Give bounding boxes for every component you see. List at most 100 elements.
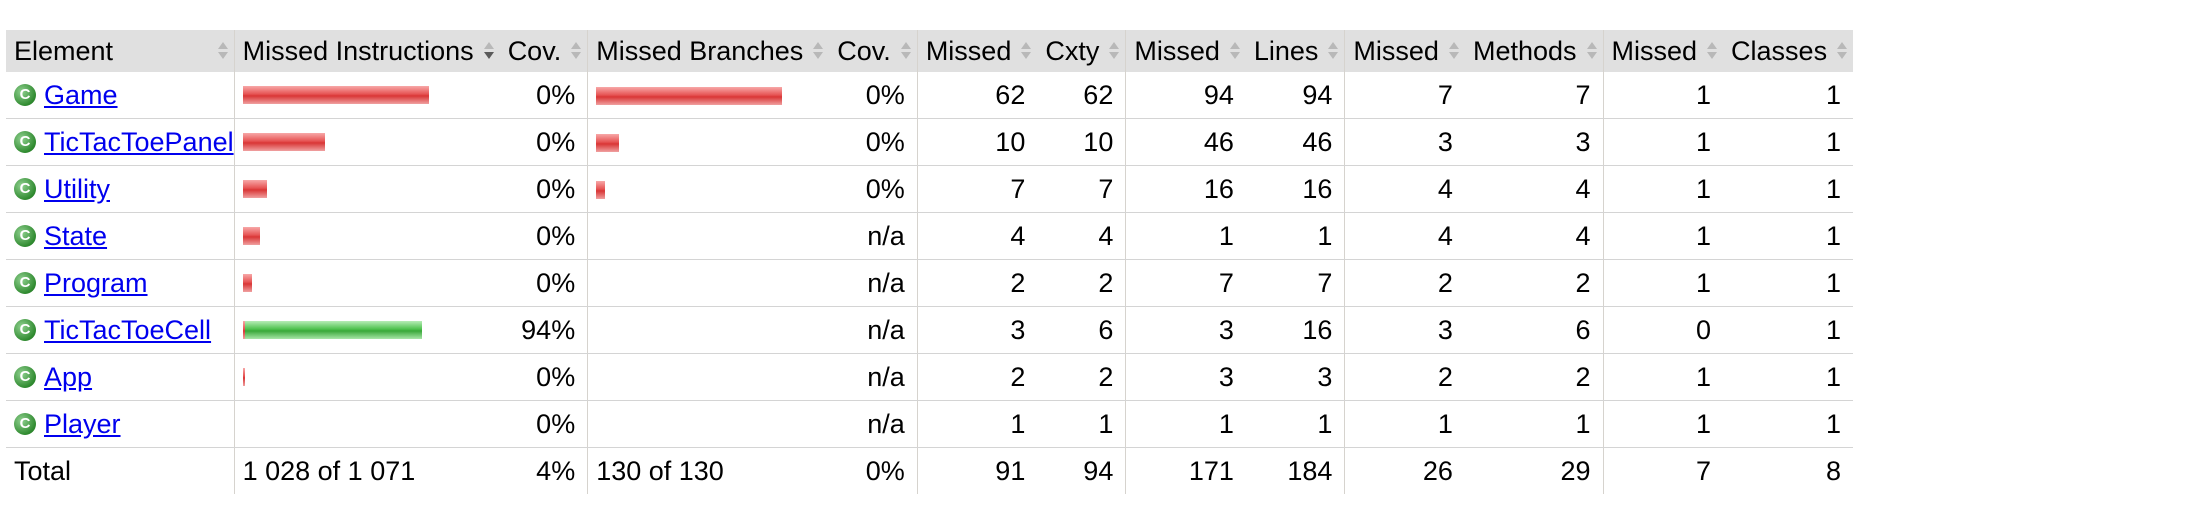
row-missed-methods: 2: [1344, 353, 1465, 401]
header-missed-methods-label: Missed: [1353, 35, 1439, 66]
element-wrapper: C Program: [14, 268, 234, 299]
element-wrapper: C TicTacToePanel: [14, 127, 234, 158]
header-missed-complexity-label: Missed: [925, 35, 1012, 66]
row-missed-lines: 3: [1125, 353, 1246, 401]
class-icon: C: [14, 178, 36, 200]
instructions-bar: [242, 320, 422, 339]
row-missed-classes: 0: [1602, 306, 1724, 354]
header-classes[interactable]: Classes: [1723, 30, 1854, 72]
element-link[interactable]: Player: [44, 408, 121, 439]
row-complexity: 1: [1037, 400, 1126, 448]
header-branches-coverage[interactable]: Cov.: [829, 30, 918, 72]
missed-instructions-bar: [242, 226, 260, 245]
total-complexity: 94: [1083, 455, 1114, 486]
class-icon: C: [14, 366, 36, 388]
row-branches-coverage: n/a: [829, 259, 918, 307]
element-link[interactable]: TicTacToePanel: [44, 126, 234, 157]
table-row: C TicTacToeCell 94% n/a 3 6 3 16 3 6 0 1: [6, 306, 1854, 354]
row-element: C Player: [6, 400, 235, 448]
row-methods: 6: [1464, 306, 1604, 354]
row-missed-complexity: 62: [916, 72, 1038, 119]
row-missed-classes: 1: [1602, 118, 1724, 166]
header-lines[interactable]: Lines: [1245, 30, 1345, 72]
row-classes: 1: [1723, 118, 1854, 166]
row-classes: 1: [1723, 306, 1854, 354]
header-missed-complexity[interactable]: Missed: [916, 30, 1038, 72]
instructions-bar: [242, 226, 260, 245]
total-row: Total 1 028 of 1 071 4% 130 of 130 0% 91…: [6, 447, 1853, 494]
row-missed-complexity: 7: [916, 165, 1038, 213]
row-classes: 1: [1723, 400, 1854, 448]
row-element: C Utility: [6, 165, 235, 213]
row-element: C Program: [6, 259, 235, 307]
row-missed-classes: 1: [1602, 353, 1724, 401]
row-complexity: 7: [1037, 165, 1126, 213]
row-element: C TicTacToePanel: [6, 118, 235, 166]
row-branches-coverage: 0%: [829, 72, 918, 119]
row-missed-methods: 2: [1344, 259, 1465, 307]
table-row: C Program 0% n/a 2 2 7 7 2 2 1 1: [6, 259, 1854, 307]
sort-arrows-icon: [813, 40, 824, 62]
sort-arrows-icon: [1328, 40, 1339, 62]
class-icon: C: [14, 225, 36, 247]
header-element[interactable]: Element: [6, 30, 235, 72]
row-instructions-coverage: 0%: [499, 259, 588, 307]
header-missed-classes[interactable]: Missed: [1602, 30, 1724, 72]
row-missed-methods: 3: [1344, 118, 1465, 166]
row-complexity: 2: [1037, 259, 1126, 307]
coverage-table: Element Missed Instructions Cov. Missed …: [6, 30, 1854, 494]
row-missed-classes: 1: [1602, 400, 1724, 448]
row-missed-branches-bar: [587, 400, 830, 448]
element-link[interactable]: State: [44, 220, 108, 251]
row-instructions-coverage: 0%: [499, 212, 588, 260]
row-missed-methods: 1: [1344, 400, 1465, 448]
row-branches-coverage: n/a: [829, 400, 918, 448]
row-lines: 7: [1245, 259, 1345, 307]
row-element: C Game: [6, 72, 235, 119]
header-missed-lines[interactable]: Missed: [1125, 30, 1246, 72]
element-link[interactable]: Utility: [44, 173, 110, 204]
row-lines: 1: [1245, 212, 1345, 260]
element-link[interactable]: Game: [44, 79, 118, 110]
header-missed-instructions-label: Missed Instructions: [242, 35, 474, 66]
row-element: C App: [6, 353, 235, 401]
header-complexity[interactable]: Cxty: [1037, 30, 1126, 72]
row-methods: 1: [1464, 400, 1604, 448]
header-methods-label: Methods: [1472, 35, 1577, 66]
row-missed-methods: 3: [1344, 306, 1465, 354]
element-wrapper: C TicTacToeCell: [14, 315, 234, 346]
header-missed-branches[interactable]: Missed Branches: [587, 30, 830, 72]
row-methods: 3: [1464, 118, 1604, 166]
header-missed-methods[interactable]: Missed: [1344, 30, 1465, 72]
row-classes: 1: [1723, 353, 1854, 401]
header-missed-instructions[interactable]: Missed Instructions: [233, 30, 500, 72]
instructions-bar: [242, 85, 429, 104]
row-missed-branches-bar: [587, 165, 830, 213]
header-missed-classes-label: Missed: [1611, 35, 1698, 66]
class-icon: C: [14, 131, 36, 153]
header-methods[interactable]: Methods: [1464, 30, 1604, 72]
sort-arrows-icon: [1707, 40, 1718, 62]
missed-instructions-bar: [242, 273, 252, 292]
total-missed-complexity: 91: [916, 447, 1038, 494]
element-link[interactable]: TicTacToeCell: [44, 314, 212, 345]
row-classes: 1: [1723, 72, 1854, 119]
table-row: C Utility 0% 0% 7 7 16 16 4 4 1 1: [6, 165, 1854, 213]
row-lines: 1: [1245, 400, 1345, 448]
header-instructions-coverage[interactable]: Cov.: [499, 30, 588, 72]
row-missed-instructions-bar: [233, 353, 500, 401]
sort-arrows-icon: [1109, 40, 1120, 62]
table-header-row: Element Missed Instructions Cov. Missed …: [6, 30, 1854, 72]
row-missed-lines: 3: [1125, 306, 1246, 354]
missed-branches-bar: [596, 134, 620, 153]
sort-arrows-icon: [217, 40, 228, 62]
element-link[interactable]: App: [44, 361, 93, 392]
table-row: C TicTacToePanel 0% 0% 10 10 46 46 3 3 1 1: [6, 118, 1854, 166]
row-missed-complexity: 4: [916, 212, 1038, 260]
instructions-bar: [242, 132, 325, 151]
element-wrapper: C App: [14, 362, 234, 393]
row-element: C TicTacToeCell: [6, 306, 235, 354]
element-link[interactable]: Program: [44, 267, 148, 298]
row-instructions-coverage: 94%: [499, 306, 588, 354]
row-branches-coverage: n/a: [829, 212, 918, 260]
